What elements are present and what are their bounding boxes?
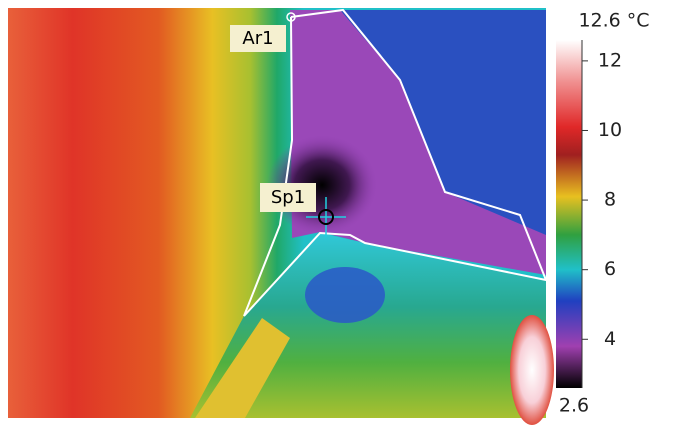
tick-label: 10 [598, 119, 622, 141]
color-scale [556, 40, 582, 388]
tick-label: 8 [604, 189, 616, 211]
tick-label: 6 [604, 258, 616, 280]
tick-label: 4 [604, 328, 616, 350]
scale-max: 12.6 °C [578, 10, 649, 32]
tick-label: 12 [598, 49, 622, 71]
scale-ticks: 12 10 8 6 4 [582, 49, 622, 349]
scale-min: 2.6 [559, 395, 589, 417]
area-label: Ar1 [242, 28, 273, 49]
thermal-screen: Ar1 Sp1 12.6 °C 2.6 12 10 8 6 4 [0, 0, 682, 439]
thermal-image [8, 8, 554, 425]
spot-label: Sp1 [271, 187, 305, 208]
